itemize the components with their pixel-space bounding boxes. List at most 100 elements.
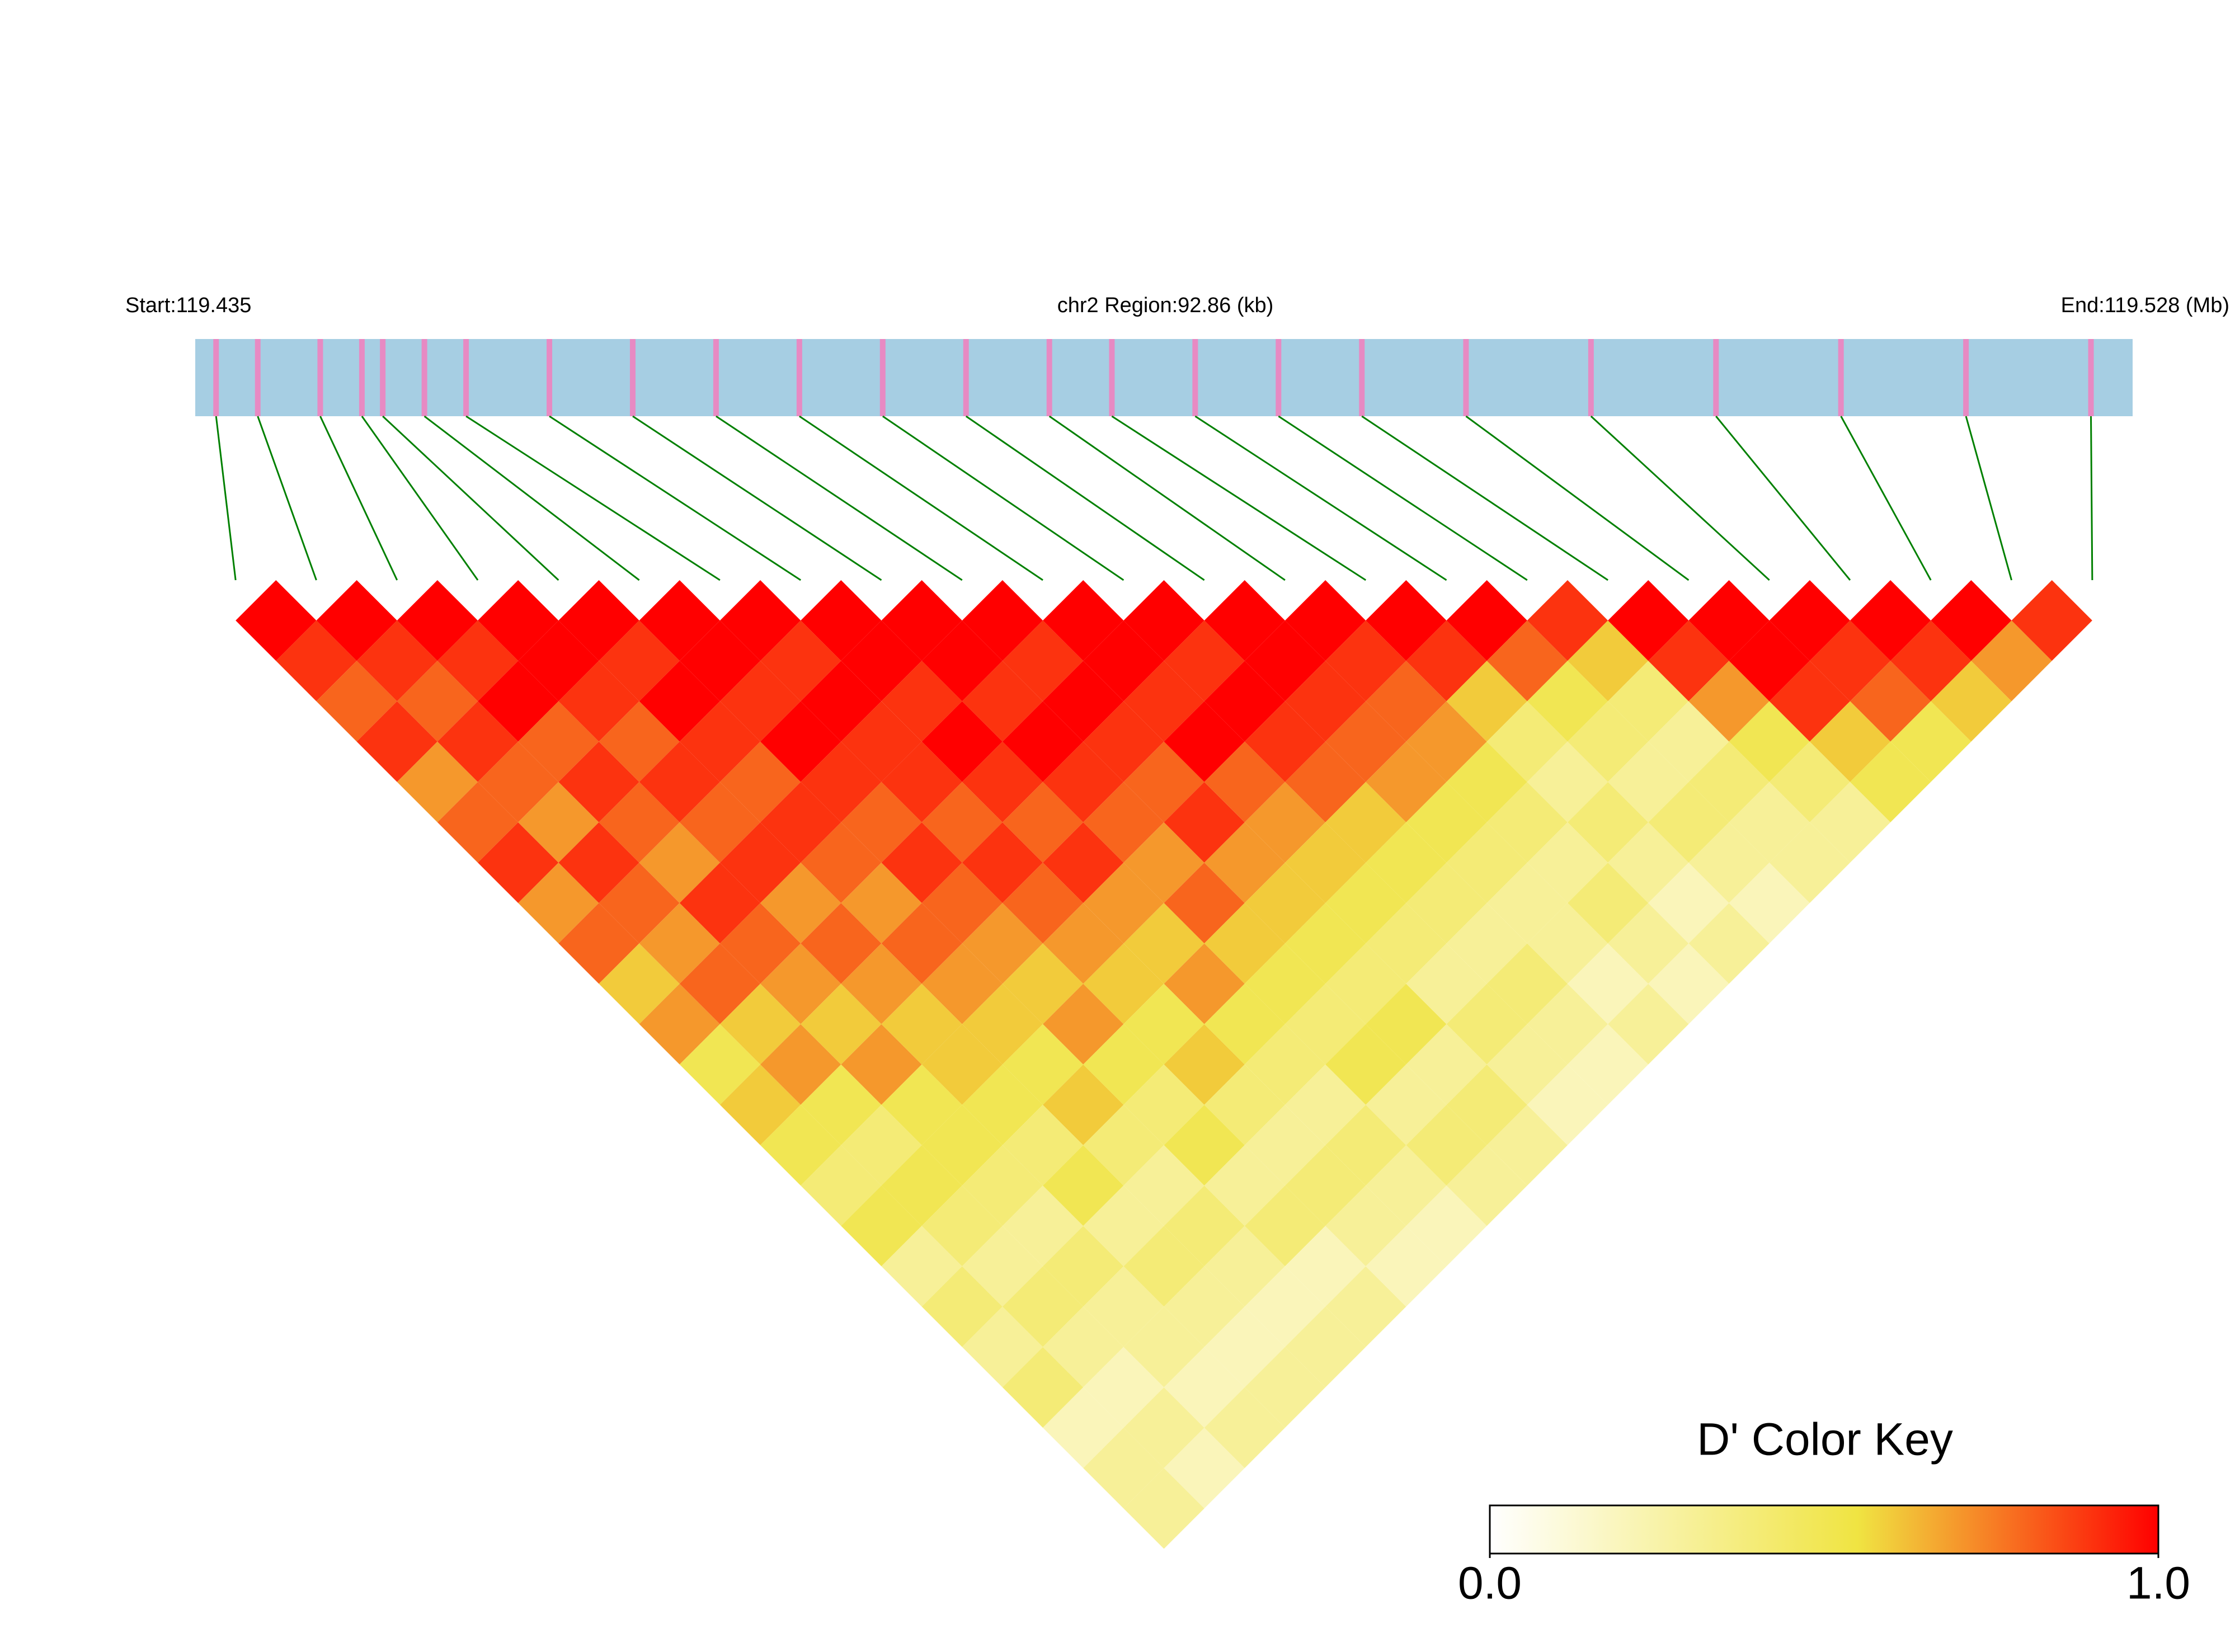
snp-stripe — [1588, 339, 1594, 416]
ld-cell — [1123, 1468, 1204, 1549]
ld-cell — [1567, 1024, 1649, 1105]
snp-connector — [1840, 416, 1932, 581]
ld-cell — [1164, 782, 1245, 863]
ld-cell — [356, 701, 437, 782]
ld-cell — [599, 863, 680, 944]
ld-cell — [719, 903, 801, 984]
ld-cell — [1688, 580, 1770, 661]
ld-cell — [1123, 580, 1204, 661]
ld-cell — [1608, 903, 1689, 984]
ld-cell — [1164, 1428, 1245, 1509]
ld-cell — [1688, 822, 1770, 903]
ld-cell — [1204, 1306, 1285, 1387]
ld-cell — [1567, 620, 1649, 702]
ld-cell — [1486, 943, 1568, 1024]
ld-cell — [1446, 822, 1527, 903]
ld-cell — [1002, 863, 1084, 944]
ld-cell — [1002, 620, 1084, 702]
ld-cell — [1850, 580, 1931, 661]
ld-cell — [1931, 580, 2012, 661]
ld-cell — [1123, 1387, 1204, 1469]
ld-cell — [1083, 943, 1164, 1024]
ld-cell — [1729, 620, 1810, 702]
ld-cell — [1688, 661, 1770, 742]
snp-connector — [319, 416, 398, 581]
ld-cell — [841, 782, 922, 863]
snp-stripe — [463, 339, 469, 416]
snp-connector — [2090, 416, 2093, 581]
ld-cell — [1083, 620, 1164, 702]
ld-cell — [801, 903, 882, 984]
ld-cell — [1688, 741, 1770, 822]
ld-cell — [1002, 1266, 1084, 1347]
ld-cell — [962, 661, 1043, 742]
snp-stripe — [796, 339, 802, 416]
ld-cell — [1809, 620, 1891, 702]
ld-cell — [1123, 983, 1204, 1065]
snp-stripe — [213, 339, 219, 416]
snp-stripe — [1463, 339, 1469, 416]
ld-cell — [719, 822, 801, 903]
ld-cell — [881, 822, 962, 903]
ld-cell — [397, 580, 478, 661]
snp-connector — [1278, 415, 1528, 581]
ld-cell — [1083, 1266, 1164, 1347]
ld-cell — [881, 661, 962, 742]
snp-stripe — [380, 339, 386, 416]
ld-cell — [1083, 863, 1164, 944]
ld-cell — [841, 1024, 922, 1105]
ld-cell — [1244, 701, 1326, 782]
ld-cell — [599, 782, 680, 863]
ld-cell — [1325, 943, 1406, 1024]
ld-cell — [1325, 620, 1406, 702]
ld-cell — [1244, 782, 1326, 863]
ld-cell — [276, 620, 357, 702]
ld-cell — [1083, 701, 1164, 782]
ld-cell — [1083, 1428, 1164, 1509]
snp-connector — [1465, 415, 1690, 581]
ld-cell — [1446, 661, 1527, 742]
snp-connector — [1111, 415, 1367, 581]
ld-cell — [1123, 1064, 1204, 1146]
ld-cell — [1527, 903, 1608, 984]
ld-cell — [841, 1185, 922, 1267]
ld-cell — [1123, 822, 1204, 903]
ld-cell — [1164, 1266, 1245, 1347]
ld-cell — [760, 701, 841, 782]
snp-connector — [465, 415, 721, 581]
ld-cell — [841, 863, 922, 944]
ld-cell — [1366, 661, 1447, 742]
ld-cell — [478, 741, 559, 822]
snp-connector — [1965, 416, 2013, 581]
ld-cell — [881, 1064, 962, 1146]
ld-cell — [881, 580, 962, 661]
snp-stripe — [317, 339, 323, 416]
ld-cell — [518, 863, 599, 944]
ld-cell — [1123, 1145, 1204, 1226]
ld-cell — [518, 701, 599, 782]
ld-cell — [841, 620, 922, 702]
ld-cell — [1204, 983, 1285, 1065]
ld-cell — [1769, 822, 1850, 903]
ld-cell — [1486, 1024, 1568, 1105]
ld-cell — [1083, 1024, 1164, 1105]
snp-connector — [1590, 415, 1770, 581]
ld-cell — [1527, 1064, 1608, 1146]
ld-cell — [760, 620, 841, 702]
snp-stripe — [359, 339, 365, 416]
ld-cell — [639, 983, 720, 1065]
snp-stripe — [1109, 339, 1115, 416]
ld-cell — [1486, 620, 1568, 702]
ld-cell — [1204, 903, 1285, 984]
ld-cell — [1486, 1104, 1568, 1186]
snp-stripe — [255, 339, 261, 416]
ld-cell — [1325, 1266, 1406, 1347]
ld-cell — [437, 782, 519, 863]
ld-cell — [1123, 661, 1204, 742]
ld-cell — [1244, 1024, 1326, 1105]
ld-cell — [1446, 580, 1527, 661]
ld-cell — [1325, 701, 1406, 782]
ld-cell — [1002, 701, 1084, 782]
snp-connector — [799, 415, 1043, 581]
